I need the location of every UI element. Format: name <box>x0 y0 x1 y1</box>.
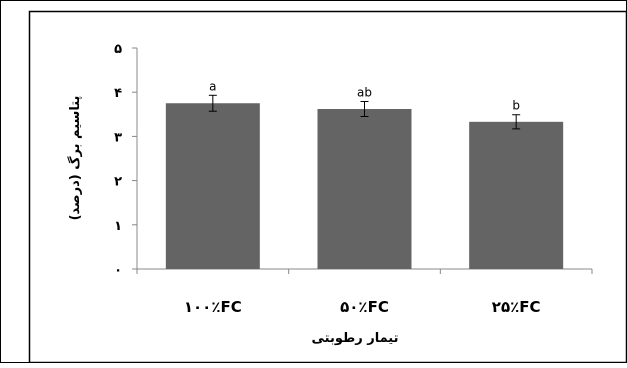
x-category-label: ۱۰۰٪FC <box>184 298 242 316</box>
significance-label: b <box>512 99 520 113</box>
plot-area: ٠ ١ ٢ ٣ ۴ ۵ a ۱۰۰٪FC ab ۵۰٪FC b ۲۵٪FC <box>114 42 593 316</box>
y-tick-label: ٢ <box>114 175 122 190</box>
y-tick-label: ٠ <box>114 263 122 278</box>
y-tick-label: ١ <box>114 219 122 234</box>
bar <box>317 108 412 269</box>
y-axis-title: پتاسیم برگ (درصد) <box>66 96 83 221</box>
bar <box>165 103 260 269</box>
significance-label: a <box>209 79 216 93</box>
x-category-label: ۵۰٪FC <box>340 298 389 316</box>
x-axis-title: تیمار رطوبتی <box>311 331 398 346</box>
bar <box>469 121 564 270</box>
y-tick-label: ۵ <box>114 42 122 57</box>
y-tick-label: ۴ <box>114 86 122 101</box>
significance-label: ab <box>357 85 372 99</box>
x-category-label: ۲۵٪FC <box>492 298 541 316</box>
y-tick-label: ٣ <box>114 130 122 145</box>
